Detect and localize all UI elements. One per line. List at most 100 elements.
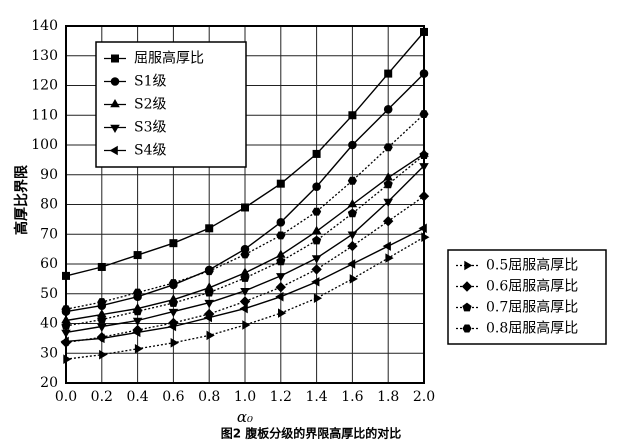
legend-label: 0.7屈服高厚比 bbox=[486, 299, 578, 316]
marker bbox=[275, 291, 284, 302]
x-tick-label: 0.0 bbox=[55, 389, 77, 405]
marker bbox=[312, 235, 322, 245]
marker bbox=[419, 69, 429, 78]
marker bbox=[347, 198, 358, 208]
marker bbox=[382, 215, 394, 227]
x-tick-label: 0.4 bbox=[126, 389, 148, 405]
marker bbox=[63, 354, 72, 364]
marker bbox=[61, 329, 71, 338]
marker bbox=[419, 110, 429, 118]
x-tick-label: 1.6 bbox=[341, 389, 363, 405]
marker bbox=[312, 149, 321, 158]
marker bbox=[134, 344, 144, 354]
marker bbox=[60, 337, 72, 348]
marker bbox=[204, 299, 214, 309]
marker bbox=[312, 182, 321, 191]
marker bbox=[382, 241, 391, 251]
y-tick-label: 110 bbox=[31, 107, 58, 123]
legend-label: 0.5屈服高厚比 bbox=[486, 257, 578, 274]
legend-label: S1级 bbox=[134, 74, 167, 90]
marker bbox=[311, 255, 322, 264]
plot-frame bbox=[65, 25, 425, 384]
marker bbox=[242, 320, 251, 330]
marker bbox=[421, 232, 430, 242]
x-tick-label: 2.0 bbox=[413, 389, 435, 405]
marker bbox=[110, 124, 120, 133]
x-tick-label: 1.8 bbox=[377, 389, 399, 405]
marker bbox=[383, 198, 393, 207]
marker bbox=[97, 262, 106, 271]
y-tick-label: 20 bbox=[40, 375, 58, 391]
marker bbox=[97, 298, 107, 306]
marker bbox=[61, 305, 71, 314]
x-tick-label: 0.6 bbox=[162, 389, 184, 405]
marker bbox=[133, 288, 143, 297]
legend-label: S4级 bbox=[134, 143, 167, 159]
marker bbox=[349, 274, 358, 284]
marker bbox=[132, 317, 143, 326]
marker bbox=[311, 264, 322, 275]
marker bbox=[204, 267, 214, 276]
x-tick-label: 1.2 bbox=[270, 389, 292, 405]
marker bbox=[109, 145, 118, 156]
marker bbox=[347, 231, 358, 240]
marker bbox=[383, 179, 393, 189]
marker bbox=[276, 256, 286, 266]
x-tick-label: 1.4 bbox=[305, 389, 327, 405]
marker bbox=[312, 207, 322, 216]
marker bbox=[206, 330, 215, 341]
marker bbox=[348, 140, 357, 150]
marker bbox=[347, 176, 357, 185]
y-tick-label: 40 bbox=[40, 316, 58, 332]
marker bbox=[419, 150, 429, 159]
marker bbox=[420, 27, 428, 36]
y-tick-label: 120 bbox=[31, 78, 58, 94]
marker bbox=[461, 281, 473, 292]
marker bbox=[462, 324, 472, 333]
marker bbox=[168, 317, 179, 329]
marker bbox=[385, 253, 394, 263]
y-tick-label: 130 bbox=[31, 48, 58, 64]
marker bbox=[62, 271, 70, 280]
marker bbox=[96, 331, 108, 343]
marker bbox=[240, 288, 250, 297]
marker bbox=[241, 203, 249, 212]
y-axis-label: 高厚比界限 bbox=[13, 165, 30, 235]
marker bbox=[347, 240, 358, 252]
marker bbox=[464, 260, 473, 271]
legend: 屈服高厚比 S1级 S2级 S3级 S4级 bbox=[95, 41, 247, 168]
marker bbox=[383, 143, 393, 152]
marker bbox=[239, 296, 251, 307]
legend-box bbox=[447, 249, 607, 345]
series-line bbox=[65, 236, 425, 360]
legend-label: 0.8屈服高厚比 bbox=[486, 320, 578, 337]
marker bbox=[204, 287, 214, 297]
x-axis-label: α₀ bbox=[237, 408, 253, 426]
marker bbox=[132, 324, 143, 336]
marker bbox=[346, 259, 356, 269]
marker bbox=[276, 179, 285, 188]
marker bbox=[275, 281, 287, 293]
legend-label: S2级 bbox=[134, 97, 167, 113]
marker bbox=[133, 306, 143, 316]
marker bbox=[110, 77, 120, 86]
marker bbox=[311, 277, 320, 287]
marker bbox=[418, 190, 430, 202]
marker bbox=[278, 308, 287, 318]
marker bbox=[168, 298, 178, 307]
y-tick-label: 60 bbox=[40, 256, 58, 272]
marker bbox=[97, 314, 107, 324]
marker bbox=[276, 218, 286, 227]
marker bbox=[347, 208, 357, 218]
legend-label: 屈服高厚比 bbox=[134, 50, 204, 67]
marker bbox=[170, 338, 179, 348]
marker bbox=[169, 239, 178, 248]
marker bbox=[110, 98, 120, 108]
marker bbox=[383, 105, 393, 114]
y-tick-label: 100 bbox=[31, 137, 58, 153]
marker bbox=[240, 250, 250, 259]
series-line bbox=[65, 113, 425, 310]
x-tick-label: 0.8 bbox=[198, 389, 220, 405]
legend-label: S3级 bbox=[134, 120, 167, 136]
marker bbox=[133, 251, 142, 260]
